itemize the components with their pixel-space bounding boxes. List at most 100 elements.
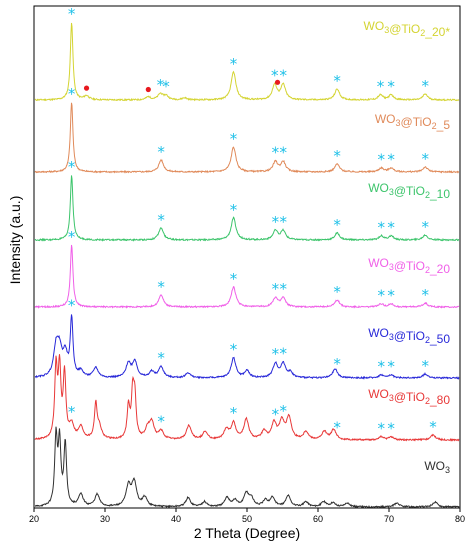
x-axis: 20 30 40 50 60 70 80: [29, 508, 465, 524]
peak-marker-star-0-9: *: [421, 77, 429, 95]
series-label-4: WO3@TiO2_50: [368, 326, 450, 346]
peak-marker-star-1-4: *: [279, 144, 287, 162]
x-tick-label-2: 40: [171, 514, 181, 524]
peak-marker-star-0-8: *: [387, 78, 395, 96]
series-label-part: 2: [425, 335, 430, 345]
series-label-0: WO3@TiO2_20*: [364, 19, 451, 39]
series-line-4: [34, 314, 460, 380]
peak-marker-star-0-7: *: [377, 78, 385, 96]
peak-marker-star-5-2: *: [230, 404, 238, 422]
x-tick-label-0: 20: [29, 514, 39, 524]
peak-marker-star-5-4: *: [279, 402, 287, 420]
series-label-part: WO: [375, 112, 396, 126]
series-label-part: _80: [429, 393, 450, 407]
series-label-part: WO: [424, 459, 445, 473]
peak-marker-star-4-6: *: [377, 358, 385, 376]
series-label-part: WO: [368, 326, 389, 340]
peak-marker-star-3-7: *: [387, 287, 395, 305]
series-label-part: _10: [429, 187, 450, 201]
series-label-part: 2: [432, 121, 437, 131]
x-tick-label-4: 60: [313, 514, 323, 524]
peak-marker-star-4-3: *: [272, 345, 280, 363]
peak-marker-star-4-1: *: [157, 349, 165, 367]
x-tick-label-3: 50: [242, 514, 252, 524]
series-label-part: @TiO: [394, 329, 425, 343]
x-tick-label-6: 80: [455, 514, 465, 524]
peak-marker-star-4-7: *: [387, 358, 395, 376]
peak-marker-star-3-5: *: [333, 283, 341, 301]
series-label-part: WO: [368, 181, 389, 195]
series-label-part: @TiO: [394, 259, 425, 273]
series-label-2: WO3@TiO2_10: [368, 181, 450, 201]
plot-frame: [33, 5, 461, 509]
peak-marker-star-2-1: *: [157, 211, 165, 229]
peak-marker-star-5-0: *: [68, 403, 76, 421]
peak-marker-star-4-8: *: [421, 357, 429, 375]
peak-marker-star-1-3: *: [272, 144, 280, 162]
series-line-1: [34, 102, 460, 174]
peak-marker-star-0-4: *: [271, 66, 279, 84]
label-layer: WO3@TiO2_20*WO3@TiO2_5WO3@TiO2_10WO3@TiO…: [364, 19, 451, 475]
peak-marker-star-1-8: *: [421, 150, 429, 168]
series-label-1: WO3@TiO2_5: [375, 112, 450, 132]
series-label-part: @TiO: [389, 22, 420, 36]
series-label-part: 3: [389, 393, 394, 403]
peak-marker-star-4-0: *: [68, 296, 76, 314]
series-label-part: WO: [368, 387, 389, 401]
series-label-part: _5: [436, 118, 451, 132]
peak-marker-star-2-7: *: [387, 219, 395, 237]
x-tick-label-5: 70: [384, 514, 394, 524]
peak-marker-star-5-3: *: [272, 405, 280, 423]
peak-marker-star-0-6: *: [333, 72, 341, 90]
peak-marker-star-3-1: *: [157, 278, 165, 296]
series-label-part: _20*: [424, 25, 450, 39]
y-axis-title: Intensity (a.u.): [7, 196, 23, 285]
peak-marker-star-1-1: *: [157, 143, 165, 161]
series-label-part: 2: [425, 190, 430, 200]
peak-marker-star-2-8: *: [421, 218, 429, 236]
peak-marker-star-3-2: *: [230, 270, 238, 288]
series-label-part: 3: [389, 332, 394, 342]
peak-marker-star-2-3: *: [272, 213, 280, 231]
peak-marker-star-2-2: *: [230, 201, 238, 219]
peak-marker-star-1-6: *: [377, 151, 385, 169]
peak-marker-star-5-1: *: [157, 412, 165, 430]
series-label-part: 2: [425, 396, 430, 406]
series-label-5: WO3@TiO2_80: [368, 387, 450, 407]
series-label-part: @TiO: [394, 184, 425, 198]
series-label-part: 3: [396, 118, 401, 128]
series-label-part: _20: [429, 262, 450, 276]
peak-marker-dot-0-2: [274, 79, 281, 85]
series-label-6: WO3: [424, 459, 450, 475]
series-label-part: @TiO: [401, 115, 432, 129]
marker-layer: ***** * * * * ***** * * * * ***** * * * * *** ** * * * * *** *…: [68, 5, 437, 438]
series-layer: [34, 22, 460, 509]
series-label-part: _50: [429, 332, 450, 346]
series-label-part: 3: [389, 187, 394, 197]
peak-marker-star-0-0: *: [68, 5, 76, 23]
x-axis-title: 2 Theta (Degree): [194, 525, 300, 541]
series-line-2: [34, 175, 460, 242]
peak-marker-star-2-5: *: [333, 216, 341, 234]
peak-marker-star-3-8: *: [421, 286, 429, 304]
series-label-part: 2: [420, 28, 425, 38]
peak-marker-star-4-5: *: [333, 355, 341, 373]
peak-marker-star-5-5: *: [333, 418, 341, 436]
peak-marker-star-0-3: *: [230, 55, 238, 73]
series-line-5: [34, 354, 460, 442]
series-label-part: 3: [384, 25, 389, 35]
series-label-part: WO: [364, 19, 385, 33]
series-label-part: 3: [389, 262, 394, 272]
peak-marker-star-2-4: *: [279, 213, 287, 231]
peak-marker-star-1-2: *: [230, 130, 238, 148]
peak-marker-star-0-2: *: [162, 78, 170, 96]
series-line-0: [34, 22, 460, 102]
peak-marker-star-5-7: *: [387, 420, 395, 438]
peak-marker-star-4-2: *: [230, 340, 238, 358]
series-label-part: WO: [368, 256, 389, 270]
peak-marker-star-5-6: *: [377, 420, 385, 438]
peak-marker-dot-0-0: [83, 85, 90, 91]
series-label-3: WO3@TiO2_20: [368, 256, 450, 276]
peak-marker-star-2-6: *: [377, 219, 385, 237]
